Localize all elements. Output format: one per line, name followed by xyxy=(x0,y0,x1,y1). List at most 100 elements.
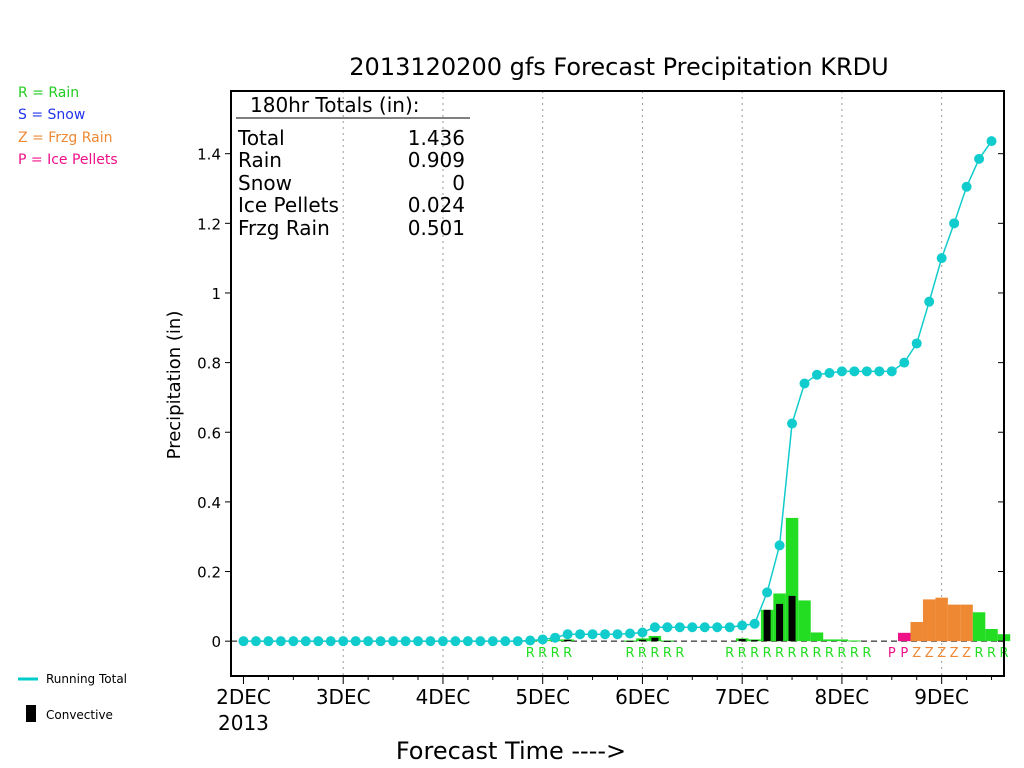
running-total-point xyxy=(774,540,785,551)
convective-bar xyxy=(651,637,659,642)
running-total-point xyxy=(662,622,673,633)
convective-bar xyxy=(751,640,759,642)
y-tick-label: 0.6 xyxy=(197,424,221,442)
type-marker: R xyxy=(563,646,572,661)
legend-frzg-rain: Z = Frzg Rain xyxy=(18,130,112,146)
precip-bar xyxy=(798,600,811,642)
grid xyxy=(231,91,1004,676)
running-total-series xyxy=(238,136,997,647)
running-total-point xyxy=(575,629,586,640)
totals-value-rain: 0.909 xyxy=(408,148,465,172)
running-total-point xyxy=(986,136,997,147)
running-total-point xyxy=(924,296,935,307)
running-total-point xyxy=(861,366,872,377)
running-total-point xyxy=(886,366,897,377)
running-total-point xyxy=(363,636,374,647)
type-marker: Z xyxy=(962,646,971,661)
totals-box: 180hr Totals (in): Total 1.436 Rain 0.90… xyxy=(236,93,470,240)
totals-label-ice-pellets: Ice Pellets xyxy=(238,193,339,217)
convective-bar xyxy=(564,639,572,642)
plot-frame xyxy=(230,90,1005,677)
running-total-point xyxy=(400,636,411,647)
convective-bar xyxy=(663,640,671,642)
running-total-point xyxy=(624,628,635,639)
running-total-point xyxy=(836,366,847,377)
convective-bar xyxy=(763,609,771,642)
convective-bar xyxy=(626,640,634,642)
convective-legend-label: Convective xyxy=(46,708,113,722)
x-tick-label: 4DEC xyxy=(416,685,471,709)
type-marker: Z xyxy=(937,646,946,661)
running-total-point xyxy=(475,636,486,647)
running-total-point xyxy=(936,253,947,264)
running-total-point xyxy=(425,636,436,647)
precip-bar xyxy=(835,639,849,642)
type-marker: R xyxy=(638,646,647,661)
line-legend: Running Total Convective xyxy=(18,672,127,722)
precip-bar xyxy=(985,628,998,642)
x-tick-label: 7DEC xyxy=(715,685,770,709)
type-marker: R xyxy=(551,646,560,661)
precip-bar xyxy=(823,639,836,642)
running-total-point xyxy=(612,629,623,640)
type-marker: P xyxy=(888,646,896,661)
precip-type-legend: R = Rain S = Snow Z = Frzg Rain P = Ice … xyxy=(18,85,118,168)
running-total-point xyxy=(874,366,885,377)
precip-bar xyxy=(898,632,911,642)
type-marker: R xyxy=(526,646,535,661)
running-total-point xyxy=(313,636,324,647)
type-marker: R xyxy=(750,646,759,661)
running-total-point xyxy=(811,369,822,380)
type-marker: R xyxy=(663,646,672,661)
totals-value-frzg-rain: 0.501 xyxy=(408,216,465,240)
running-total-point xyxy=(749,618,760,629)
y-tick-label: 1.2 xyxy=(197,215,221,233)
running-total-point xyxy=(799,378,810,389)
precip-bar xyxy=(910,622,923,642)
bars xyxy=(523,517,1011,642)
running-total-point xyxy=(961,181,972,192)
type-marker: R xyxy=(825,646,834,661)
running-total-point xyxy=(413,636,424,647)
running-total-point xyxy=(263,636,274,647)
type-marker: R xyxy=(812,646,821,661)
x-tick-label: 2DEC xyxy=(216,685,271,709)
type-marker: Z xyxy=(912,646,921,661)
running-total-point xyxy=(724,622,735,633)
convective-bar xyxy=(738,639,746,642)
precip-bar xyxy=(972,612,986,642)
precip-bar xyxy=(810,632,824,642)
totals-header: 180hr Totals (in): xyxy=(250,93,420,117)
y-tick-label: 0.8 xyxy=(197,355,221,373)
totals-value-snow: 0 xyxy=(452,171,465,195)
type-marker: R xyxy=(975,646,984,661)
precip-bar xyxy=(922,599,936,642)
type-marker: Z xyxy=(950,646,959,661)
legend-snow: S = Snow xyxy=(18,107,85,123)
precip-bar xyxy=(960,604,973,642)
totals-label-rain: Rain xyxy=(238,148,282,172)
running-total-point xyxy=(762,587,773,598)
convective-bar xyxy=(788,595,796,642)
type-marker: R xyxy=(538,646,547,661)
type-marker: R xyxy=(837,646,846,661)
totals-value-total: 1.436 xyxy=(408,126,465,150)
y-tick-label: 0 xyxy=(211,633,221,651)
running-total-point xyxy=(824,368,835,379)
convective-bar xyxy=(776,603,784,642)
type-marker: R xyxy=(850,646,859,661)
running-total-point xyxy=(537,634,548,645)
running-total-point xyxy=(388,636,399,647)
x-tick-label: 3DEC xyxy=(316,685,371,709)
y-tick-label: 1.4 xyxy=(197,146,221,164)
y-tick-label: 0.4 xyxy=(197,494,221,512)
running-total-point xyxy=(325,636,336,647)
convective-bar xyxy=(638,639,646,642)
running-total-point xyxy=(462,636,473,647)
running-total-point xyxy=(512,636,523,647)
type-marker: R xyxy=(738,646,747,661)
x-tick-label: 8DEC xyxy=(815,685,870,709)
running-total-legend-label: Running Total xyxy=(46,672,127,686)
type-marker: R xyxy=(775,646,784,661)
